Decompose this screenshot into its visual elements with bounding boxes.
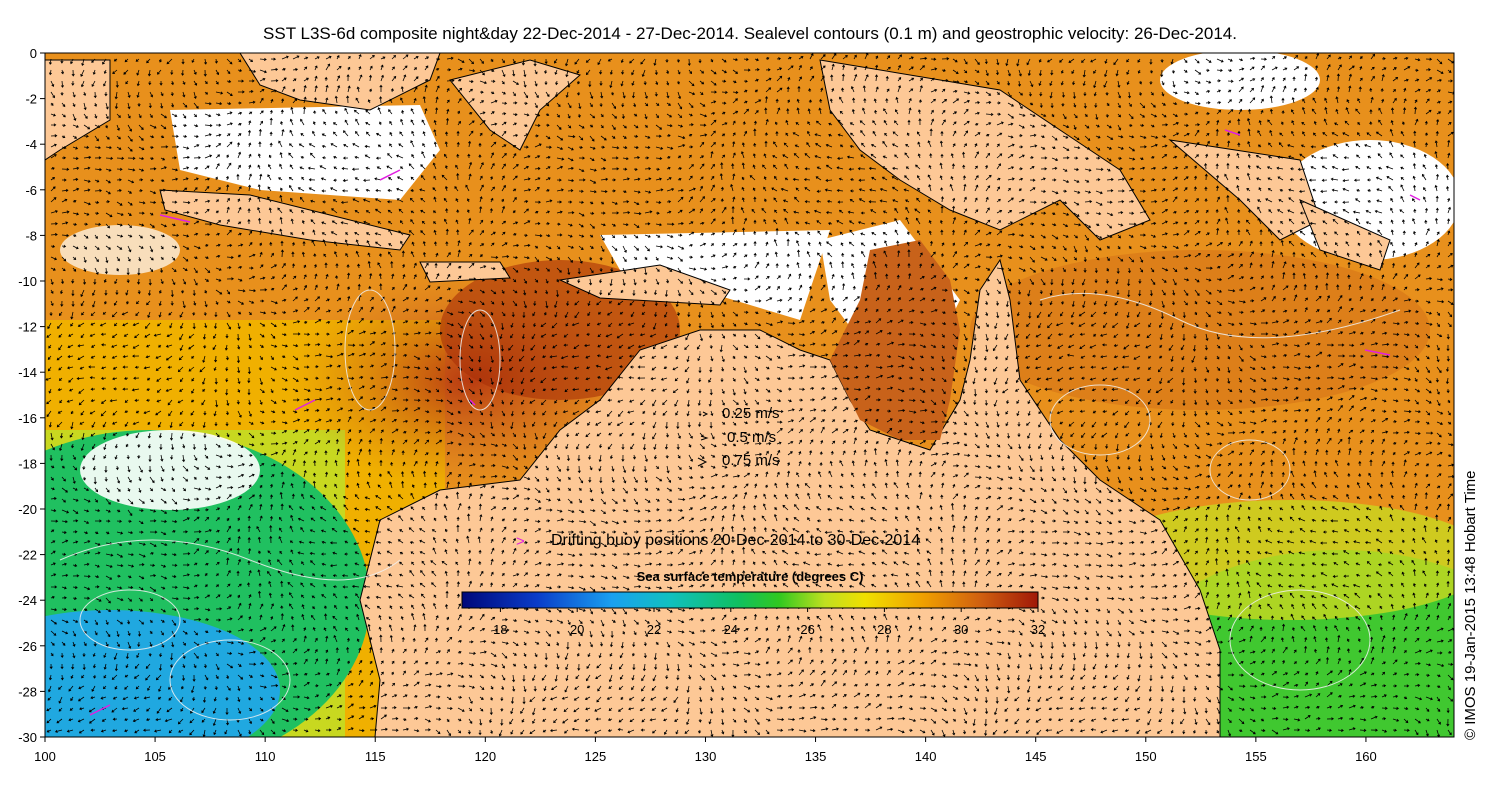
x-tick-label: 140 xyxy=(915,749,937,764)
x-tick-label: 105 xyxy=(144,749,166,764)
colorbar-tick-label: 22 xyxy=(647,622,661,637)
y-tick-label: 0 xyxy=(30,46,37,61)
velocity-arrow-0.25 xyxy=(702,411,709,417)
land-solomon xyxy=(1299,199,1391,271)
y-tick-label: -8 xyxy=(25,228,37,243)
x-tick-label: 125 xyxy=(585,749,607,764)
land-cape-york-sst xyxy=(830,240,960,440)
land-borneo xyxy=(239,53,441,111)
y-tick-label: -30 xyxy=(18,730,37,745)
y-tick-label: -4 xyxy=(25,137,37,152)
sealevel-contours xyxy=(59,289,1401,721)
y-tick-label: -2 xyxy=(25,92,37,107)
x-tick-label: 135 xyxy=(805,749,827,764)
y-tick-label: -12 xyxy=(18,320,37,335)
y-tick-label: -26 xyxy=(18,639,37,654)
buoy-legend-label: Drifting buoy positions 20-Dec-2014 to 3… xyxy=(551,532,921,549)
y-tick-label: -28 xyxy=(18,684,37,699)
land-sumatra xyxy=(45,59,111,161)
land-sulawesi xyxy=(449,59,582,151)
colorbar-tick-label: 18 xyxy=(493,622,507,637)
buoy-legend-symbol: > xyxy=(516,533,525,550)
map-frame xyxy=(44,52,1455,738)
colorbar-title: Sea surface temperature (degrees C) xyxy=(636,569,864,584)
velocity-label-0.25: 0.25 m/s xyxy=(722,405,780,422)
sst-band-cold xyxy=(45,610,280,737)
x-tick-label: 150 xyxy=(1135,749,1157,764)
x-tick-label: 160 xyxy=(1355,749,1377,764)
colorbar-tick-label: 24 xyxy=(724,622,738,637)
y-tick-label: -16 xyxy=(18,411,37,426)
x-tick-label: 155 xyxy=(1245,749,1267,764)
y-tick-label: -14 xyxy=(18,365,37,380)
y-tick-label: -6 xyxy=(25,183,37,198)
x-tick-label: 130 xyxy=(695,749,717,764)
buoy-tracks xyxy=(89,129,1421,716)
colorbar-tick-label: 30 xyxy=(954,622,968,637)
y-tick-label: -10 xyxy=(18,274,37,289)
colorbar xyxy=(461,591,1039,609)
velocity-legend-arrows xyxy=(697,411,709,467)
land-australia xyxy=(359,258,1221,737)
y-tick-label: -22 xyxy=(18,548,37,563)
velocity-arrow-field xyxy=(45,53,1454,737)
colorbar-ticks: 18 20 22 24 26 28 30 32 xyxy=(493,608,1045,637)
x-tick-label: 120 xyxy=(474,749,496,764)
x-tick-label: 145 xyxy=(1025,749,1047,764)
x-tick-label: 100 xyxy=(34,749,56,764)
colorbar-tick-label: 28 xyxy=(877,622,891,637)
y-tick-label: -20 xyxy=(18,502,37,517)
velocity-label-0.75: 0.75 m/s xyxy=(722,452,780,469)
y-tick-label: -24 xyxy=(18,593,37,608)
velocity-label-0.5: 0.5 m/s xyxy=(727,429,777,446)
y-tick-label: -18 xyxy=(18,456,37,471)
velocity-arrows xyxy=(45,53,1454,737)
y-axis: 0 -2 -4 -6 -8 -10 -12 -14 -16 -18 -20 -22 -24 -26 -28 -… xyxy=(18,46,45,745)
x-axis: 100 105 110 115 120 125 130 135 140 145 150 155 160 xyxy=(34,737,1377,764)
x-tick-label: 115 xyxy=(365,749,386,764)
velocity-arrow-0.5 xyxy=(700,435,709,441)
colorbar-tick-label: 26 xyxy=(800,622,814,637)
colorbar-tick-label: 20 xyxy=(570,622,584,637)
land-timor xyxy=(558,264,731,306)
land-sumbawa xyxy=(419,261,511,283)
colorbar-tick-label: 32 xyxy=(1031,622,1045,637)
map-title: SST L3S-6d composite night&day 22-Dec-20… xyxy=(263,24,1237,43)
copyright-text: © IMOS 19-Jan-2015 13:48 Hobart Time xyxy=(1462,470,1479,740)
land-new-guinea xyxy=(819,59,1151,241)
velocity-arrow-0.75 xyxy=(697,457,708,467)
x-tick-label: 110 xyxy=(255,749,276,764)
